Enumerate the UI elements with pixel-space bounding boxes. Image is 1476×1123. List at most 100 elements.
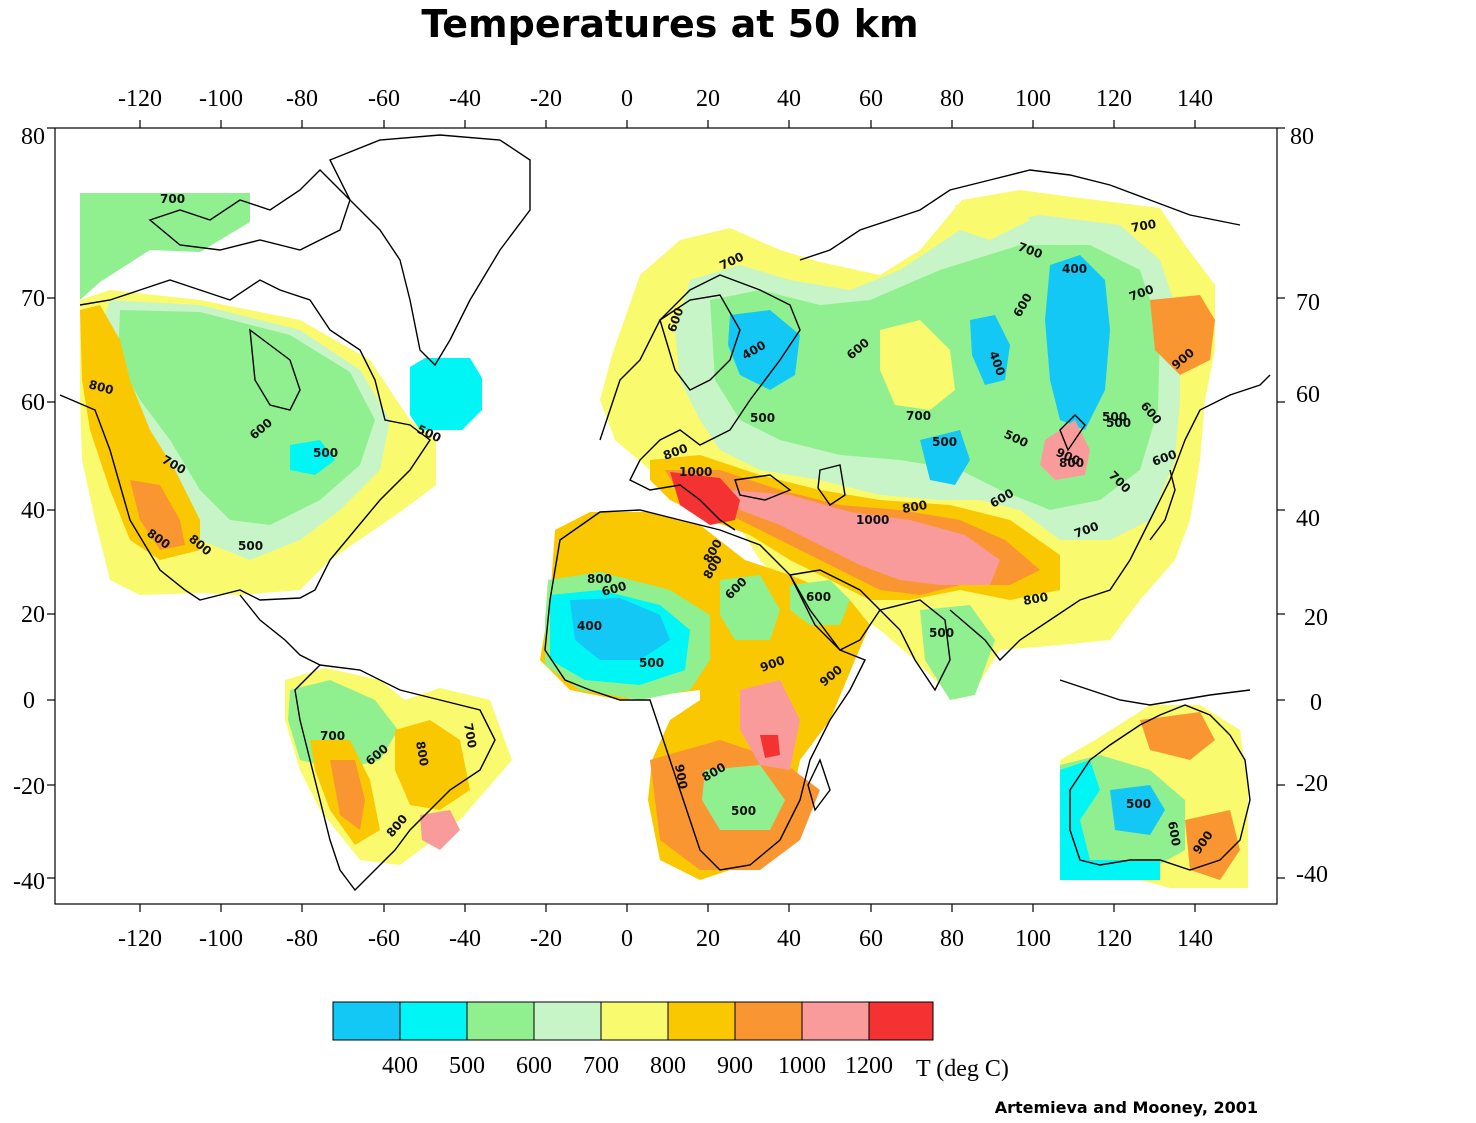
legend-swatch (667, 1001, 736, 1041)
legend-label: 800 (650, 1053, 686, 1079)
lon-labels-bottom: -120 -100 -80 -60 -40 -20 0 20 40 60 80 … (118, 926, 1213, 952)
legend-label: 1000 (778, 1053, 826, 1079)
lat-label: 0 (23, 688, 35, 714)
legend-label: 600 (516, 1053, 552, 1079)
lon-label: 40 (777, 926, 801, 952)
region-north-america (80, 305, 200, 560)
region-eurasia (970, 315, 1010, 385)
lon-label: 0 (621, 926, 633, 952)
map-frame (54, 127, 1278, 905)
region-eurasia (880, 320, 955, 410)
lat-label: 40 (21, 498, 45, 524)
lon-label: 100 (1015, 86, 1051, 112)
coast-south-america (294, 664, 496, 892)
lon-label: -80 (286, 926, 318, 952)
contour-label: 500 (731, 804, 756, 818)
lat-labels-right: 80 70 60 40 20 0 -20 -40 (1290, 124, 1328, 888)
region-africa (702, 765, 785, 830)
region-eurasia (1150, 295, 1215, 375)
tick-marks (47, 120, 1285, 912)
region-eurasia (920, 430, 970, 485)
lat-label: 70 (1296, 290, 1320, 316)
lon-label: -100 (199, 86, 243, 112)
region-africa (570, 598, 670, 660)
coast-north-america (59, 279, 431, 601)
lat-label: 0 (1310, 690, 1322, 716)
lon-label: -40 (449, 926, 481, 952)
lon-label: 80 (940, 86, 964, 112)
lat-label: 60 (1296, 382, 1320, 408)
lon-label: 40 (777, 86, 801, 112)
lon-label: -120 (118, 926, 162, 952)
contour-label: 1000 (679, 465, 712, 479)
lat-label: 80 (1290, 124, 1314, 150)
region-australia (1185, 810, 1240, 880)
region-north-america (80, 193, 250, 300)
coast-australia (1069, 704, 1251, 871)
contour-label: 800 (587, 572, 612, 586)
region-australia (1140, 712, 1215, 760)
credit-text: Artemieva and Mooney, 2001 (994, 1098, 1258, 1117)
lat-label: 60 (21, 390, 45, 416)
lat-label: 20 (21, 602, 45, 628)
contour-label: 500 (238, 539, 263, 553)
coast-siberia-north (799, 169, 1241, 261)
lon-label: 100 (1015, 926, 1051, 952)
legend-swatch (801, 1001, 870, 1041)
lat-label: -20 (13, 774, 45, 800)
lon-label: -20 (530, 926, 562, 952)
region-eurasia (1045, 255, 1110, 430)
legend-label: 1200 (845, 1053, 893, 1079)
lon-label: -60 (368, 926, 400, 952)
contour-label: 1000 (856, 513, 889, 527)
region-australia (1110, 785, 1165, 835)
contour-label: 500 (929, 626, 954, 640)
lon-label: 140 (1177, 926, 1213, 952)
coast-madagascar (807, 758, 831, 812)
contour-label: 700 (320, 729, 345, 743)
lon-label: -20 (530, 86, 562, 112)
lat-labels-left: 80 70 60 40 20 0 -20 -40 (13, 124, 45, 895)
lon-label: -40 (449, 86, 481, 112)
coast-arctic-islands (148, 169, 351, 251)
region-africa (920, 605, 995, 700)
contour-label: 800 (87, 377, 115, 397)
region-greenland-patch (410, 358, 482, 430)
region-africa (740, 680, 800, 770)
legend-label: 900 (717, 1053, 753, 1079)
lon-label: 120 (1096, 926, 1132, 952)
lon-labels-top: -120 -100 -80 -60 -40 -20 0 20 40 60 80 … (118, 86, 1213, 112)
contour-label: 500 (932, 435, 957, 449)
lon-label: -120 (118, 86, 162, 112)
region-north-america (290, 440, 335, 475)
region-south-america (395, 720, 470, 810)
coast-asia-east (949, 374, 1271, 662)
region-tethys (670, 472, 740, 525)
coast-europe (599, 274, 801, 531)
legend-swatch (332, 1001, 401, 1041)
coast-hudson-bay (249, 328, 301, 411)
contour-label: 500 (1126, 797, 1151, 811)
lon-label: 80 (940, 926, 964, 952)
lon-label: 20 (696, 926, 720, 952)
contour-label: 900 (672, 763, 690, 790)
color-legend: 400 500 600 700 800 900 1000 1200 T (deg… (332, 1001, 1009, 1082)
region-australia (1060, 760, 1160, 880)
coast-baikal (1059, 414, 1086, 452)
coast-black-sea (734, 474, 792, 501)
legend-swatch (868, 1001, 934, 1041)
coast-greenland (329, 134, 531, 367)
legend-label: 500 (449, 1053, 485, 1079)
legend-swatch (466, 1001, 535, 1041)
legend-swatch (399, 1001, 468, 1041)
lat-label: 70 (21, 286, 45, 312)
contour-label: 700 (906, 409, 931, 423)
contour-labels: 700 600 400 500 600 700 400 600 400 700 … (87, 192, 1216, 857)
contour-label: 700 (1130, 217, 1157, 235)
lat-label: 40 (1296, 506, 1320, 532)
contour-label: 500 (1102, 410, 1127, 424)
map-title: Temperatures at 50 km (421, 2, 919, 46)
lon-label: 20 (696, 86, 720, 112)
contour-label: 600 (806, 590, 831, 604)
lat-label: 80 (21, 124, 45, 150)
